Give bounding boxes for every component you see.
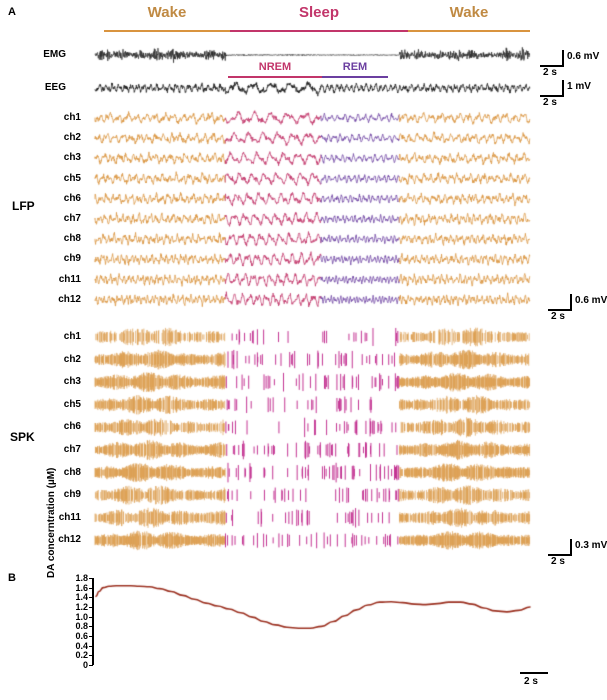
da-scale-bar-line xyxy=(520,672,548,674)
da-scale-bar-label: 2 s xyxy=(524,676,538,687)
